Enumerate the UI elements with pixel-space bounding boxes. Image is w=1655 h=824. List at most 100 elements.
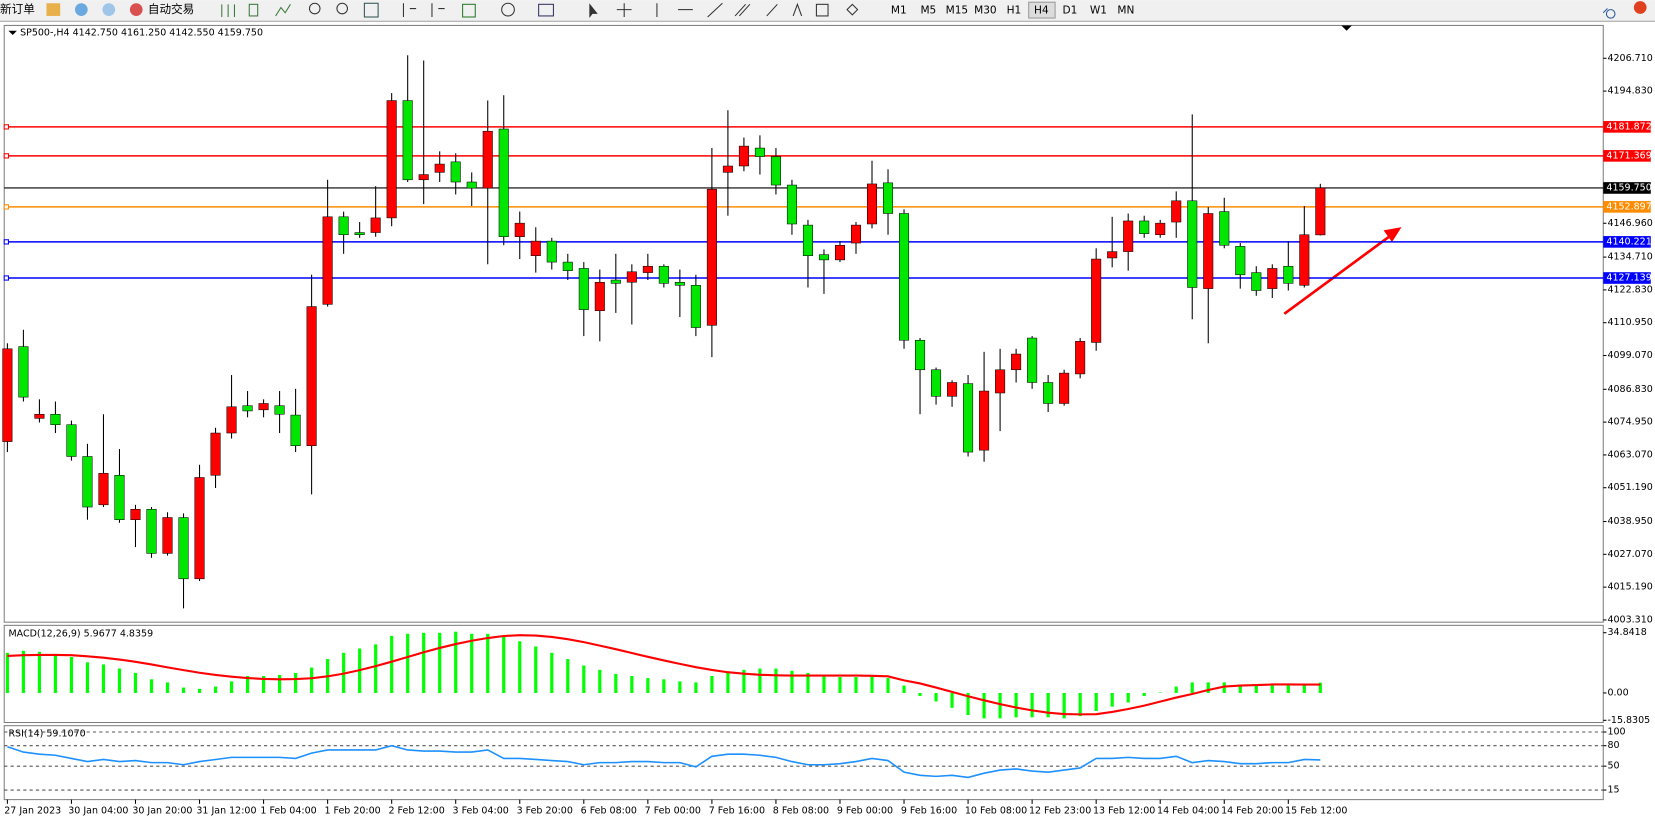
- candle-body: [1251, 272, 1262, 291]
- crosshair-icon[interactable]: [616, 3, 632, 17]
- macd-bar: [678, 681, 682, 693]
- macd-bar: [662, 679, 666, 693]
- arrow-line: [1283, 233, 1393, 315]
- macd-bar: [1302, 684, 1306, 693]
- macd-bar: [213, 686, 218, 693]
- icon[interactable]: [102, 3, 116, 16]
- timeframe-label[interactable]: M5: [920, 5, 936, 17]
- macd-bar: [1030, 692, 1034, 718]
- x-tick-label: 30 Jan 04:00: [68, 806, 128, 817]
- candle-body: [354, 232, 365, 236]
- macd-bar: [1046, 692, 1050, 718]
- signal-line: [7, 634, 1321, 716]
- timeframe-label[interactable]: D1: [1062, 5, 1077, 17]
- indicators-icon[interactable]: [462, 3, 476, 18]
- candle-body: [498, 128, 509, 237]
- candle-body: [1091, 258, 1102, 343]
- x-tick-label: 7 Feb 16:00: [709, 806, 765, 817]
- candle-body: [226, 406, 237, 434]
- macd-bar: [229, 681, 234, 693]
- shapes-icon[interactable]: [846, 3, 859, 16]
- indicator-title: MACD(12,26,9) 5.9677 4.8359: [8, 628, 153, 639]
- templates-icon[interactable]: [538, 3, 554, 17]
- icon[interactable]: [74, 3, 88, 16]
- level-label-bg: [1603, 236, 1651, 248]
- text-icon[interactable]: [792, 2, 803, 17]
- main-pane: [3, 24, 1604, 623]
- macd-bar: [69, 656, 74, 693]
- macd-bar: [278, 674, 282, 693]
- y-tick-label: 50: [1607, 761, 1619, 772]
- timeframe-label[interactable]: W1: [1090, 5, 1107, 17]
- candle-body: [450, 161, 461, 183]
- macd-bar: [694, 682, 698, 693]
- cursor-icon[interactable]: [589, 3, 598, 19]
- macd-bar: [998, 692, 1002, 719]
- macd-bar: [1190, 682, 1194, 693]
- candle-body: [754, 147, 765, 157]
- candle-body: [1043, 382, 1054, 404]
- macd-bar: [918, 692, 922, 697]
- candle-body: [883, 182, 894, 214]
- macd-pane: [3, 624, 1604, 724]
- line-icon[interactable]: [275, 4, 291, 17]
- scroll-icon[interactable]: [402, 3, 417, 17]
- tile-icon[interactable]: [363, 2, 379, 18]
- notification-badge[interactable]: [1633, 1, 1647, 14]
- macd-bar: [1318, 682, 1322, 693]
- y-tick-label: 0.00: [1607, 687, 1628, 698]
- label-icon[interactable]: [815, 3, 829, 17]
- macd-bar: [5, 652, 9, 693]
- tool-icons: [221, 2, 1616, 19]
- candle-body: [834, 244, 846, 261]
- macd-bar: [838, 677, 842, 693]
- macd-bar: [1238, 684, 1242, 693]
- candle-body: [546, 240, 557, 263]
- candle-body: [802, 224, 813, 257]
- macd-bar: [566, 659, 570, 693]
- candle-body: [915, 339, 926, 371]
- candle-icon[interactable]: [248, 3, 259, 17]
- auto-trading-button[interactable]: 自动交易: [148, 2, 194, 16]
- candle-body: [322, 216, 333, 305]
- timeframe-label[interactable]: M15: [946, 5, 969, 17]
- macd-bar: [950, 692, 954, 708]
- candle-body: [2, 348, 13, 442]
- timeframe-button[interactable]: [1028, 1, 1056, 19]
- timeframe-label[interactable]: M30: [974, 5, 997, 17]
- zoom-out[interactable]: [336, 2, 349, 15]
- macd-bar: [534, 646, 538, 693]
- macd-bar: [1126, 692, 1130, 703]
- zoom-in[interactable]: [308, 2, 321, 15]
- timeframe-label[interactable]: MN: [1117, 5, 1134, 17]
- trendline-icon[interactable]: [707, 2, 723, 18]
- shift-icon[interactable]: [431, 3, 445, 17]
- fibo-icon[interactable]: [766, 3, 778, 17]
- search-icon[interactable]: [1602, 8, 1616, 19]
- y-tick-label: 4110.950: [1607, 317, 1652, 328]
- candle-body: [706, 188, 717, 326]
- x-tick-label: 2 Feb 12:00: [388, 806, 444, 817]
- timeframe-bar: M1 M5 M15 M30 H1 H4 D1 W1 MN: [891, 1, 1134, 19]
- macd-bar: [486, 633, 490, 693]
- bar-chart-icon[interactable]: [221, 4, 235, 17]
- timeframe-label[interactable]: H1: [1007, 5, 1022, 17]
- icon[interactable]: [46, 3, 61, 16]
- y-tick-label: 4086.830: [1607, 384, 1652, 395]
- auto-trading-icon[interactable]: [129, 3, 143, 16]
- candle-body: [306, 306, 317, 446]
- candle-body: [1235, 246, 1246, 276]
- macd-bar: [422, 632, 426, 693]
- channel-icon[interactable]: [734, 3, 751, 17]
- pane-menu[interactable]: [8, 30, 17, 35]
- x-tick-label: 14 Feb 04:00: [1157, 806, 1219, 817]
- new-order-button[interactable]: 新订单: [0, 2, 35, 16]
- periods-icon[interactable]: [501, 2, 515, 17]
- y-tick-label: 15: [1607, 785, 1619, 796]
- x-tick-label: 13 Feb 12:00: [1093, 806, 1155, 817]
- candle-body: [98, 473, 109, 506]
- candle-body: [1059, 372, 1070, 404]
- timeframe-label[interactable]: H4: [1034, 5, 1049, 17]
- timeframe-label[interactable]: M1: [891, 5, 907, 17]
- level-label: 4181.872: [1606, 121, 1651, 132]
